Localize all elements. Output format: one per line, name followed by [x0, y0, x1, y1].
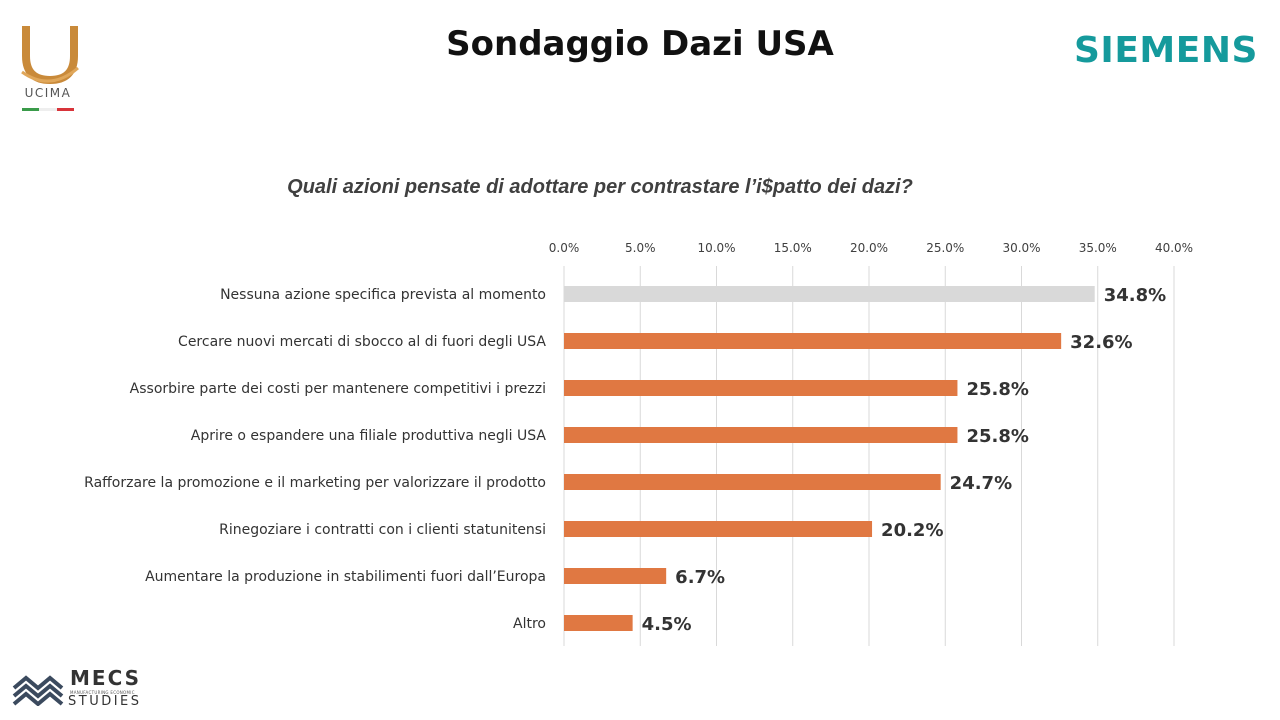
data-label: 32.6%: [1070, 332, 1132, 353]
x-tick-label: 15.0%: [774, 241, 812, 255]
bar: [564, 380, 958, 396]
x-tick-label: 35.0%: [1079, 241, 1117, 255]
mecs-wordmark: MECS: [70, 666, 142, 690]
chart-title: Quali azioni pensate di adottare per con…: [287, 176, 913, 198]
mecs-studies-label: STUDIES: [68, 694, 142, 709]
siemens-logo: SIEMENS: [1074, 30, 1258, 71]
bar-chart: 0.0% 5.0% 10.0% 15.0% 20.0% 25.0% 30.0% 35.0% 40…: [84, 241, 1193, 646]
x-tick-label: 0.0%: [549, 241, 580, 255]
bar: [564, 568, 667, 584]
bar: [564, 427, 958, 443]
data-label: 6.7%: [675, 567, 725, 588]
category-label: Aumentare la produzione in stabilimenti …: [145, 569, 546, 585]
data-label: 25.8%: [966, 426, 1028, 447]
italian-flag-stripe: [22, 108, 74, 111]
x-tick-label: 25.0%: [926, 241, 964, 255]
category-label: Cercare nuovi mercati di sbocco al di fu…: [178, 334, 546, 350]
category-label: Aprire o espandere una filiale produttiv…: [191, 428, 547, 444]
data-label: 4.5%: [642, 614, 692, 635]
page-title: Sondaggio Dazi USA: [446, 24, 834, 64]
category-label: Rinegoziare i contratti con i clienti st…: [219, 522, 546, 538]
data-label: 24.7%: [950, 473, 1012, 494]
bar: [564, 333, 1062, 349]
data-label: 34.8%: [1104, 285, 1166, 306]
bar: [564, 615, 633, 631]
x-tick-label: 30.0%: [1002, 241, 1040, 255]
bar: [564, 286, 1095, 302]
category-label: Altro: [513, 616, 546, 632]
ucima-wordmark: UCIMA: [24, 86, 72, 100]
mecs-tagline: MANUFACTURING ECONOMIC: [70, 690, 135, 695]
ucima-logo: UCIMA: [18, 22, 82, 114]
data-label: 25.8%: [966, 379, 1028, 400]
mecs-waves-icon: [12, 675, 64, 707]
bar: [564, 474, 941, 490]
data-label: 20.2%: [881, 520, 943, 541]
category-label: Nessuna azione specifica prevista al mom…: [220, 287, 546, 303]
x-tick-label: 40.0%: [1155, 241, 1193, 255]
x-tick-label: 5.0%: [625, 241, 656, 255]
category-label: Rafforzare la promozione e il marketing …: [84, 475, 546, 491]
mecs-logo: MECS MANUFACTURING ECONOMIC STUDIES: [12, 666, 152, 712]
ucima-u-icon: [21, 26, 79, 85]
x-tick-label: 10.0%: [697, 241, 735, 255]
bar: [564, 521, 873, 537]
category-label: Assorbire parte dei costi per mantenere …: [130, 381, 546, 397]
x-tick-label: 20.0%: [850, 241, 888, 255]
